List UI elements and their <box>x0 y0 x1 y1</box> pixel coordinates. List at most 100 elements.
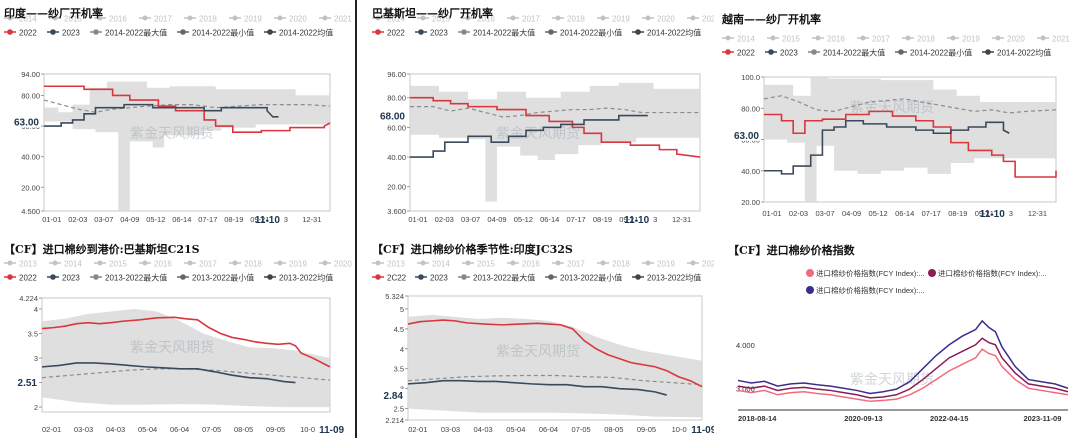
highlight-x-label: 11-09 <box>691 425 714 436</box>
legend-label-faded: 2015 <box>109 260 127 269</box>
legend-label-faded: 2014 <box>737 35 755 44</box>
legend-marker-faded <box>232 260 238 266</box>
highlight-y-bg <box>8 376 38 389</box>
legend-label-faded: 2018 <box>612 260 630 269</box>
legend-marker-faded <box>7 15 13 21</box>
y-tick-label: 100.0 <box>741 73 760 82</box>
legend-marker-faded <box>142 15 148 21</box>
series-line-2023 <box>44 103 279 127</box>
legend-label-faded: 2015 <box>64 15 82 24</box>
legend-marker-faded <box>322 260 328 266</box>
y-tick-label: 94.00 <box>21 70 40 79</box>
legend-label-faded: 2018 <box>244 260 262 269</box>
x-tick-label: 10-0 <box>300 425 315 434</box>
x-tick-label: 08-05 <box>604 425 623 434</box>
x-tick-label: 2022-04-15 <box>930 414 968 423</box>
y-tick-label: 40.00 <box>21 153 40 162</box>
legend-marker <box>928 269 936 277</box>
legend-marker <box>725 49 731 55</box>
plot-area <box>409 73 701 212</box>
legend-marker-faded <box>375 260 381 266</box>
legend-label-faded: 2014 <box>64 260 82 269</box>
chart-india-jc32s: 2013201420152016201720182019202020212C22… <box>372 260 765 436</box>
legend-label: 2023 <box>62 274 80 283</box>
x-tick-label: 09-21 <box>250 215 269 224</box>
legend-label-faded: 2019 <box>657 260 675 269</box>
legend-label-faded: 2019 <box>289 260 307 269</box>
legend-marker <box>635 29 641 35</box>
x-tick-label: 04-09 <box>487 215 506 224</box>
legend-label-faded: 2017 <box>522 15 540 24</box>
chart-vietnam: 2014 2015 2016 2017 2018 2019 2020 2021 2022 2023… <box>722 35 1070 220</box>
y-tick-label: 2.5 <box>394 405 404 414</box>
legend-marker <box>93 29 99 35</box>
average-line <box>763 95 1057 114</box>
legend-label-faded: 2021 <box>1052 35 1070 44</box>
highlight-y-bg <box>730 128 760 141</box>
highlight-y-label: 2.51 <box>18 378 38 389</box>
legend-marker-faded <box>322 15 328 21</box>
legend-marker-faded <box>52 260 58 266</box>
legend-marker-faded <box>815 35 821 41</box>
legend-marker <box>461 29 467 35</box>
legend-label-faded: 2020 <box>289 15 307 24</box>
legend-label-faded: 2017 <box>154 15 172 24</box>
y-tick-label: 3.600 <box>387 207 406 216</box>
legend-marker-faded <box>950 35 956 41</box>
legend-marker <box>7 29 13 35</box>
legend-marker <box>806 269 814 277</box>
chart-pak-c21s: 2013201420152016201720182019202020212022… <box>4 260 397 436</box>
watermark: 紫金天风期货 <box>130 339 214 355</box>
highlight-x-label: 11-09 <box>319 425 344 436</box>
x-tick-label: 04-03 <box>106 425 125 434</box>
chart-panel-pak-c21s: 【CF】进口棉纱到港价:巴基斯坦C21S 2013 2014 2015 2016 201… <box>0 236 397 438</box>
legend-marker <box>418 274 424 280</box>
legend-label-faded: 2019 <box>962 35 980 44</box>
x-tick-label: 3 <box>1009 209 1013 218</box>
x-tick-label: 03-03 <box>74 425 93 434</box>
legend-label: 2023 <box>430 274 448 283</box>
x-tick-label: 2023-11-09 <box>1023 414 1061 423</box>
legend-marker-faded <box>375 15 381 21</box>
legend-label: 2022 <box>737 49 755 58</box>
legend-marker-faded <box>690 15 696 21</box>
legend-marker-faded <box>97 15 103 21</box>
y-tick-label: 80.00 <box>741 104 760 113</box>
x-tick-label: 04-09 <box>842 209 861 218</box>
x-tick-label: 09-05 <box>637 425 656 434</box>
x-tick-label: 03-07 <box>815 209 834 218</box>
x-tick-label: 05-12 <box>146 215 165 224</box>
legend-marker-faded <box>232 15 238 21</box>
watermark: 紫金天风期货 <box>850 371 934 387</box>
legend-label-faded: 2018 <box>199 15 217 24</box>
average-line <box>407 374 703 386</box>
highlight-y-label: 68.00 <box>380 112 405 123</box>
panel-separator <box>355 0 357 438</box>
y-tick-label: 2.214 <box>385 416 404 425</box>
chart-pakistan: 2014 2015 2016 2017 2018 2019 2020 2021 2022 2023… <box>372 15 720 226</box>
legend-label-faded: 2016 <box>827 35 845 44</box>
x-tick-label: 04-03 <box>474 425 493 434</box>
watermark: 紫金天风期货 <box>496 343 580 359</box>
highlight-x-label: 11-10 <box>255 215 280 226</box>
highlight-y-label: 63.00 <box>734 131 759 142</box>
legend-marker-faded <box>690 260 696 266</box>
legend-label: 2014-2022均值 <box>647 28 701 38</box>
x-tick-label: 01-01 <box>42 215 61 224</box>
legend-label-faded: 2016 <box>522 260 540 269</box>
legend-marker-faded <box>555 15 561 21</box>
x-tick-label: 10-0 <box>672 425 687 434</box>
legend-label: 2022 <box>19 29 37 38</box>
legend-label: 2022 <box>19 274 37 283</box>
legend-marker <box>7 274 13 280</box>
x-tick-label: 04-09 <box>120 215 139 224</box>
legend-label-faded: 2018 <box>567 15 585 24</box>
legend-marker <box>548 274 554 280</box>
legend-label: 2013-2022最大值 <box>473 273 535 283</box>
x-tick-label: 07-17 <box>566 215 585 224</box>
y-tick-label: 4.500 <box>21 207 40 216</box>
range-band <box>44 81 330 211</box>
x-tick-label: 2020-09-13 <box>844 414 882 423</box>
series-line-2022 <box>764 110 1057 178</box>
x-tick-label: 08-19 <box>224 215 243 224</box>
